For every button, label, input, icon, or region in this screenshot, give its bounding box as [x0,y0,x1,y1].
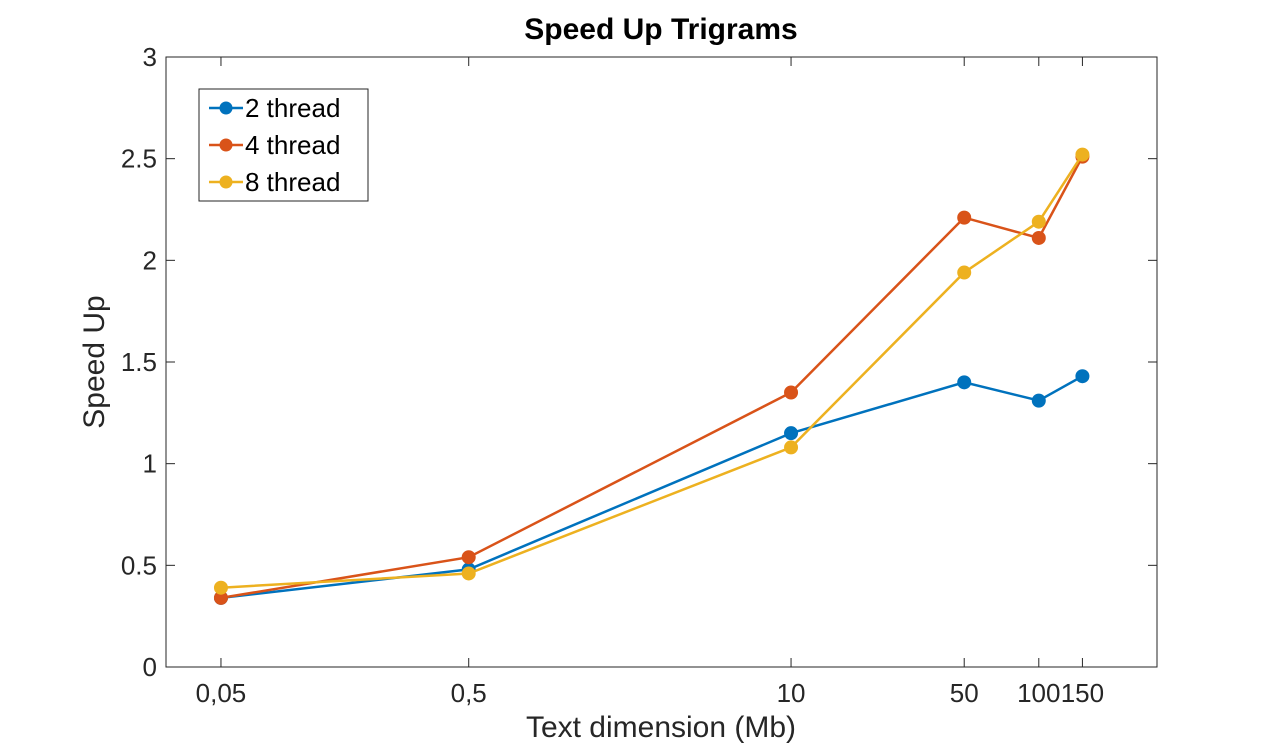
y-axis-label: Speed Up [78,295,111,428]
data-point [461,566,476,581]
data-point [461,550,476,565]
series-line [220,375,1084,600]
y-tick-label: 0.5 [121,550,157,580]
y-tick-label: 0 [143,652,157,682]
data-point [957,210,972,225]
x-tick-label: 150 [1061,678,1104,708]
data-point [957,375,972,390]
data-point [1031,230,1046,245]
series-line [220,156,1084,600]
x-axis-label: Text dimension (Mb) [526,711,796,744]
x-tick-label: 100 [1017,678,1060,708]
data-point [784,385,799,400]
series-layer [213,147,1090,605]
legend-marker [219,175,233,189]
data-point [957,265,972,280]
series-8-thread [213,147,1090,595]
chart-title: Speed Up Trigrams [524,13,797,46]
x-tick-label: 0,05 [196,678,247,708]
data-point [213,580,228,595]
data-point [1031,214,1046,229]
y-tick-label: 2 [143,245,157,275]
y-axis: 0 0.5 1 1.5 2 2.5 3 [121,42,1157,682]
data-point [1075,147,1090,162]
y-tick-label: 2.5 [121,144,157,174]
data-point [784,440,799,455]
legend-label: 4 thread [245,130,340,160]
series-line [220,153,1084,589]
data-point [1031,393,1046,408]
y-tick-label: 3 [143,42,157,72]
x-tick-label: 50 [950,678,979,708]
legend-marker [219,138,233,152]
legend-label: 2 thread [245,93,340,123]
x-tick-label: 0,5 [451,678,487,708]
y-tick-label: 1 [143,449,157,479]
data-point [1075,369,1090,384]
legend-label: 8 thread [245,167,340,197]
data-point [784,426,799,441]
y-tick-label: 1.5 [121,347,157,377]
legend: 2 thread 4 thread 8 thread [198,88,369,202]
x-tick-label: 10 [777,678,806,708]
legend-marker [219,101,233,115]
x-axis: 0,05 0,5 10 50 100 150 [196,57,1104,708]
